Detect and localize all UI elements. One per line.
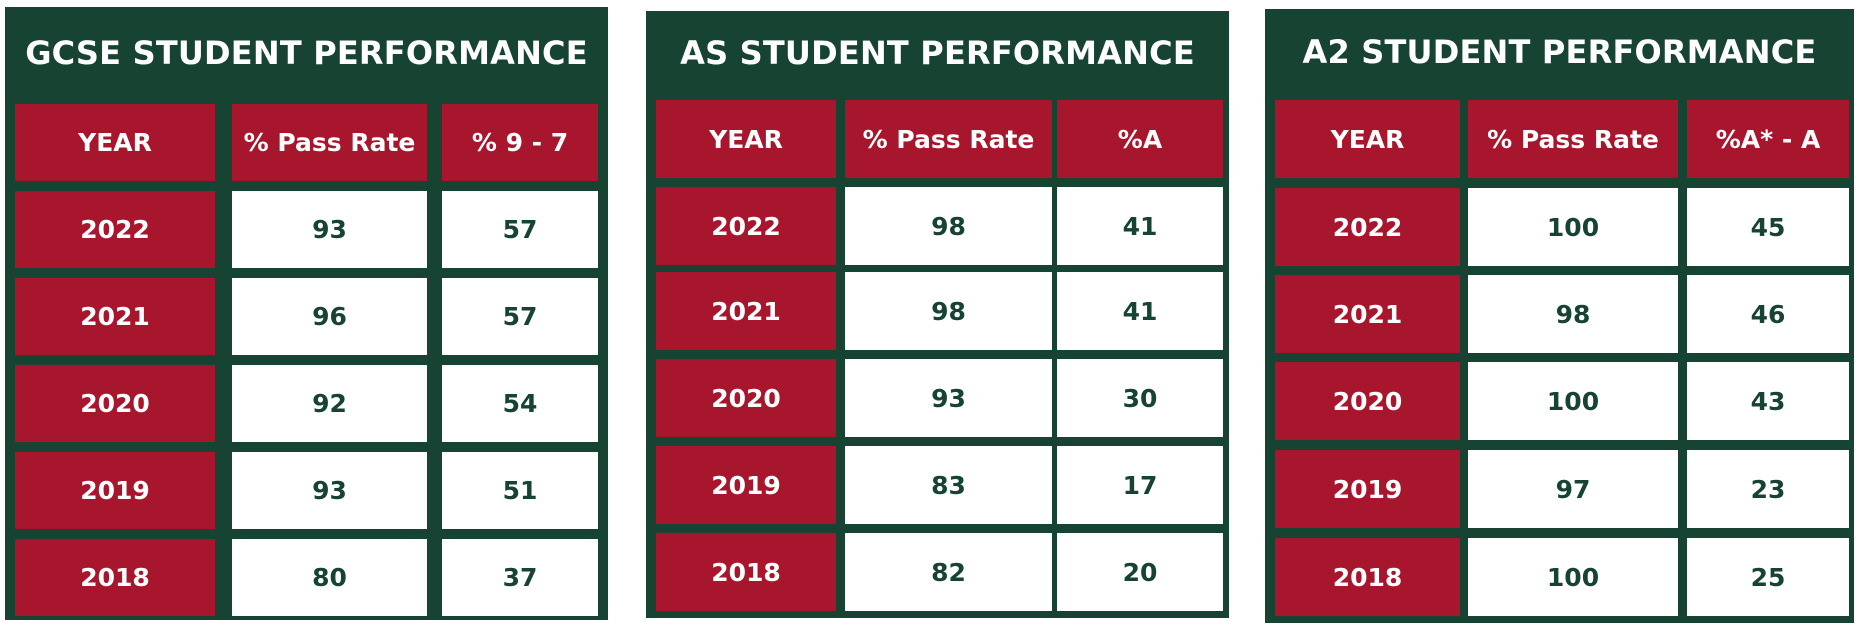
year-cell: 2021 bbox=[15, 278, 215, 355]
year-cell: 2020 bbox=[656, 359, 836, 437]
table-title: AS STUDENT PERFORMANCE bbox=[680, 34, 1195, 72]
value-cell: 100 bbox=[1468, 362, 1678, 440]
value-cell: 98 bbox=[845, 187, 1052, 265]
year-cell: 2021 bbox=[1275, 275, 1460, 353]
year-cell: 2022 bbox=[1275, 188, 1460, 266]
value-cell: 93 bbox=[232, 191, 427, 268]
year-cell: 2019 bbox=[1275, 450, 1460, 528]
value-cell: 93 bbox=[232, 452, 427, 529]
column-header: YEAR bbox=[15, 104, 215, 181]
table-title: GCSE STUDENT PERFORMANCE bbox=[25, 34, 588, 72]
value-cell: 54 bbox=[442, 365, 598, 442]
value-cell: 20 bbox=[1057, 533, 1223, 611]
column-header: % Pass Rate bbox=[232, 104, 427, 181]
value-cell: 82 bbox=[845, 533, 1052, 611]
column-header: YEAR bbox=[1275, 100, 1460, 178]
value-cell: 43 bbox=[1687, 362, 1849, 440]
value-cell: 92 bbox=[232, 365, 427, 442]
value-cell: 100 bbox=[1468, 538, 1678, 616]
year-cell: 2020 bbox=[15, 365, 215, 442]
value-cell: 46 bbox=[1687, 275, 1849, 353]
column-header: YEAR bbox=[656, 100, 836, 178]
value-cell: 96 bbox=[232, 278, 427, 355]
value-cell: 37 bbox=[442, 539, 598, 616]
year-cell: 2022 bbox=[15, 191, 215, 268]
a2-performance-table: A2 STUDENT PERFORMANCE YEAR% Pass Rate %A*… bbox=[1265, 9, 1854, 623]
year-cell: 2019 bbox=[15, 452, 215, 529]
value-cell: 98 bbox=[845, 272, 1052, 350]
year-cell: 2018 bbox=[15, 539, 215, 616]
value-cell: 17 bbox=[1057, 446, 1223, 524]
value-cell: 93 bbox=[845, 359, 1052, 437]
table-title: A2 STUDENT PERFORMANCE bbox=[1302, 33, 1817, 71]
column-header: % 9 - 7 bbox=[442, 104, 598, 181]
value-cell: 57 bbox=[442, 278, 598, 355]
value-cell: 41 bbox=[1057, 272, 1223, 350]
value-cell: 45 bbox=[1687, 188, 1849, 266]
value-cell: 80 bbox=[232, 539, 427, 616]
value-cell: 100 bbox=[1468, 188, 1678, 266]
column-header: %A* - A bbox=[1687, 100, 1849, 178]
column-header: %A bbox=[1057, 100, 1223, 178]
year-cell: 2018 bbox=[656, 533, 836, 611]
column-header: % Pass Rate bbox=[1468, 100, 1678, 178]
value-cell: 23 bbox=[1687, 450, 1849, 528]
value-cell: 25 bbox=[1687, 538, 1849, 616]
value-cell: 83 bbox=[845, 446, 1052, 524]
value-cell: 30 bbox=[1057, 359, 1223, 437]
value-cell: 41 bbox=[1057, 187, 1223, 265]
year-cell: 2019 bbox=[656, 446, 836, 524]
as-performance-table: AS STUDENT PERFORMANCE YEAR% Pass Rate %A 2… bbox=[646, 11, 1229, 618]
value-cell: 51 bbox=[442, 452, 598, 529]
year-cell: 2022 bbox=[656, 187, 836, 265]
value-cell: 97 bbox=[1468, 450, 1678, 528]
year-cell: 2021 bbox=[656, 272, 836, 350]
year-cell: 2018 bbox=[1275, 538, 1460, 616]
year-cell: 2020 bbox=[1275, 362, 1460, 440]
column-header: % Pass Rate bbox=[845, 100, 1052, 178]
gcse-performance-table: GCSE STUDENT PERFORMANCE YEAR% Pass Rate%… bbox=[5, 7, 608, 620]
value-cell: 98 bbox=[1468, 275, 1678, 353]
value-cell: 57 bbox=[442, 191, 598, 268]
